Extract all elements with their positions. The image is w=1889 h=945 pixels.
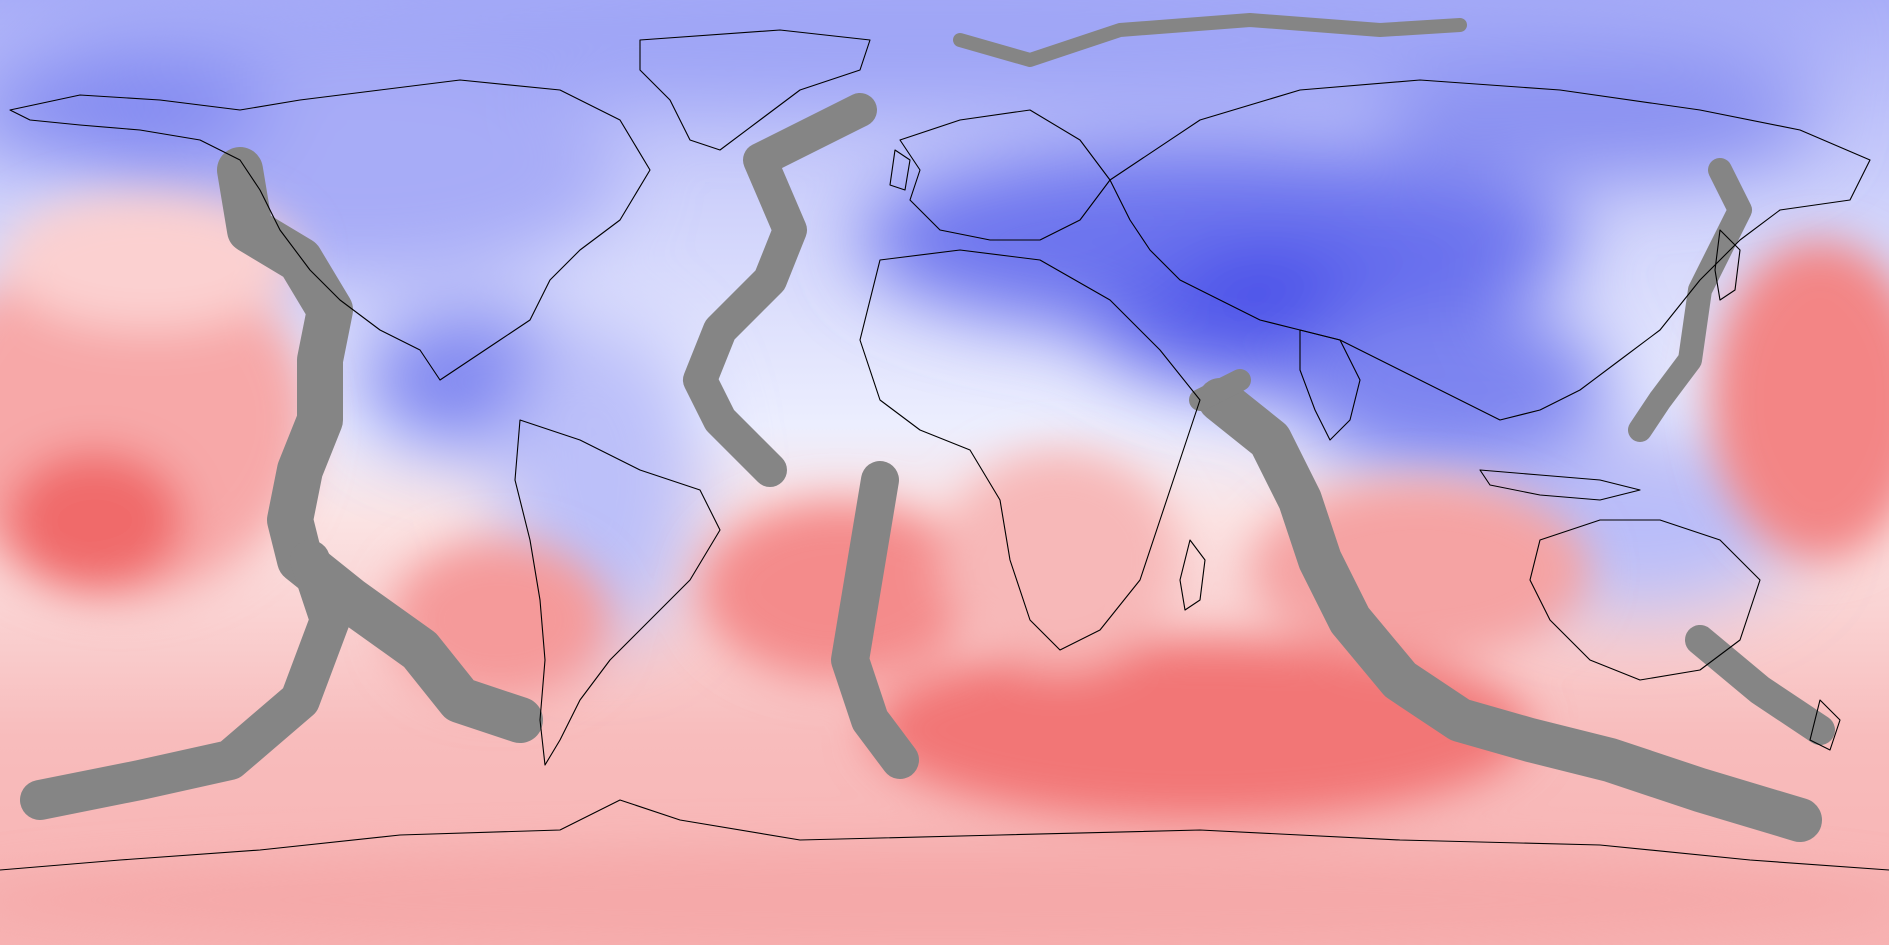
warm-blob-antarctic-rim [0,850,1889,945]
warm-blob-pacific-core [5,450,185,590]
coast-north-america [9,79,651,381]
warm-blob-africa [940,450,1180,670]
warm-anomaly-layer [0,190,1889,945]
coast-greenland [639,29,871,151]
warm-blob-ne-pacific [0,190,300,330]
coast-south-america [514,419,721,766]
coast-india [1299,329,1361,441]
coast-indonesia [1479,469,1641,501]
warm-blob-southern-ocean [870,640,1530,820]
coastline-layer [0,29,1889,871]
masked-band-west-pacific [1628,158,1752,442]
coast-british-isles [889,149,911,191]
warm-blob-west-pacific [1710,240,1889,560]
warm-blob-south-atlantic [700,500,980,680]
coast-japan [1714,229,1741,301]
masked-band-red-sea [1189,369,1251,411]
coast-antarctica [0,799,1889,871]
masked-band-pacific-antarctic [20,540,350,820]
masked-band-mid-atlantic [683,93,877,487]
coast-asia [1109,79,1871,421]
masked-band-south-atlantic [831,461,919,779]
masked-band-south-pacific-arc [1685,625,1835,745]
cold-blob-tibet [1180,257,1340,313]
coast-new-zealand [1809,699,1841,751]
coast-madagascar [1179,539,1206,611]
masked-band-east-pacific [217,147,543,743]
masked-band-layer [20,13,1835,842]
cold-blob-alaska [0,65,270,155]
coast-australia [1529,519,1761,681]
coast-europe [899,109,1111,241]
cold-blob-siberia [1380,65,1820,175]
masked-band-indian-ocean [1198,378,1822,842]
coast-africa [859,249,1201,651]
cold-blob-maritime-asia [1290,305,1610,475]
masked-band-arctic [953,13,1467,67]
